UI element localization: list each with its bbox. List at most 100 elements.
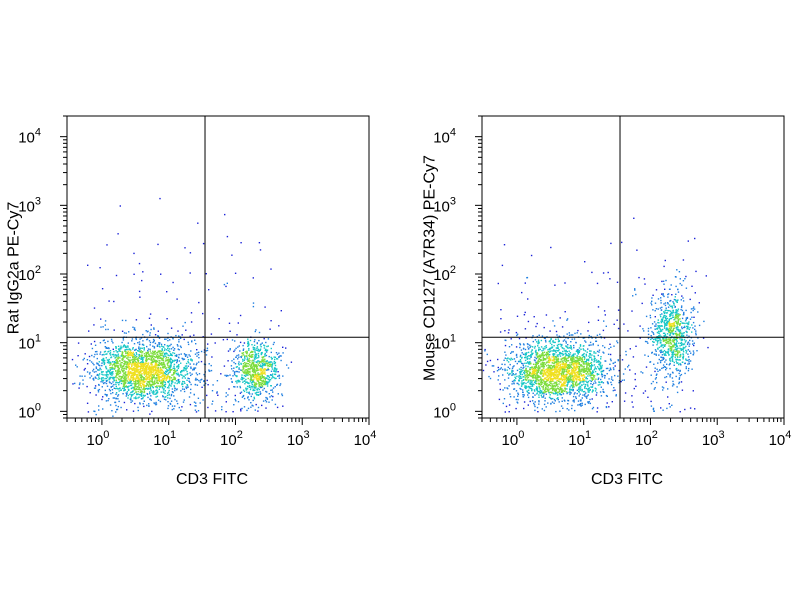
event-dot bbox=[548, 355, 550, 357]
event-dot bbox=[275, 369, 278, 371]
event-dot bbox=[576, 356, 578, 358]
event-dot bbox=[133, 377, 135, 379]
event-dot bbox=[569, 354, 571, 356]
event-dot bbox=[539, 391, 542, 394]
event-dot bbox=[123, 387, 125, 389]
event-dot bbox=[172, 337, 174, 339]
event-dot bbox=[249, 365, 252, 367]
event-dot bbox=[574, 361, 577, 364]
event-dot bbox=[254, 386, 256, 388]
event-dot bbox=[540, 391, 543, 393]
event-dot bbox=[593, 364, 596, 366]
event-dot bbox=[577, 363, 579, 365]
event-dot bbox=[119, 372, 122, 374]
event-dot bbox=[533, 381, 536, 384]
event-dot bbox=[121, 330, 124, 332]
event-dot bbox=[137, 371, 139, 373]
event-dot bbox=[254, 392, 257, 394]
event-dot bbox=[168, 368, 170, 370]
event-dot bbox=[120, 389, 122, 391]
event-dot bbox=[173, 377, 175, 379]
event-dot bbox=[135, 371, 137, 373]
event-dot bbox=[148, 355, 150, 358]
event-dot bbox=[143, 356, 145, 359]
event-dot bbox=[96, 362, 98, 364]
event-dot bbox=[609, 358, 612, 360]
event-dot bbox=[152, 345, 154, 347]
event-dot bbox=[115, 387, 117, 390]
event-dot bbox=[188, 378, 190, 380]
event-dot bbox=[267, 338, 270, 340]
event-dot bbox=[522, 383, 525, 385]
event-dot bbox=[564, 400, 566, 402]
event-dot bbox=[581, 390, 583, 392]
event-dot bbox=[144, 394, 146, 397]
event-dot bbox=[204, 382, 207, 385]
event-dot bbox=[242, 354, 245, 356]
event-dot bbox=[534, 363, 537, 366]
event-dot bbox=[152, 383, 154, 385]
event-dot bbox=[593, 369, 595, 371]
event-dot bbox=[104, 382, 106, 384]
event-dot bbox=[566, 346, 569, 348]
event-dot bbox=[198, 301, 200, 304]
event-dot bbox=[264, 349, 266, 352]
event-dot bbox=[242, 360, 244, 362]
event-dot bbox=[565, 350, 567, 353]
event-dot bbox=[115, 383, 117, 386]
event-dot bbox=[120, 378, 122, 380]
event-dot bbox=[556, 392, 558, 394]
event-dot bbox=[120, 369, 123, 371]
event-dot bbox=[549, 358, 551, 360]
event-dot bbox=[94, 385, 97, 387]
event-dot bbox=[139, 296, 141, 298]
event-dot bbox=[547, 367, 549, 369]
event-dot bbox=[117, 371, 119, 373]
event-dot bbox=[134, 354, 136, 357]
event-dot bbox=[282, 375, 284, 377]
event-dot bbox=[123, 380, 126, 382]
event-dot bbox=[596, 350, 599, 353]
event-dot bbox=[557, 355, 559, 357]
event-dot bbox=[143, 395, 146, 397]
event-dot bbox=[591, 363, 593, 366]
event-dot bbox=[549, 377, 551, 379]
event-dot bbox=[511, 372, 513, 374]
event-dot bbox=[251, 366, 253, 368]
event-dot bbox=[141, 379, 143, 381]
event-dot bbox=[546, 353, 548, 355]
event-dot bbox=[536, 382, 538, 385]
event-dot bbox=[552, 397, 554, 400]
event-dot bbox=[158, 380, 161, 382]
event-dot bbox=[102, 371, 104, 373]
event-dot bbox=[116, 377, 118, 379]
event-dot bbox=[513, 388, 515, 390]
event-dot bbox=[189, 252, 192, 254]
event-dot bbox=[106, 361, 109, 364]
event-dot bbox=[543, 385, 545, 387]
event-dot bbox=[540, 365, 542, 367]
event-dot bbox=[126, 393, 128, 396]
event-dot bbox=[247, 338, 249, 340]
event-dot bbox=[181, 406, 183, 408]
event-dot bbox=[157, 364, 160, 367]
event-dot bbox=[102, 358, 105, 360]
event-dot bbox=[556, 383, 558, 386]
event-dot bbox=[602, 351, 604, 353]
event-dot bbox=[245, 366, 247, 368]
event-dot bbox=[171, 380, 173, 382]
event-dot bbox=[525, 362, 528, 364]
event-dot bbox=[104, 324, 106, 326]
event-dot bbox=[259, 249, 262, 251]
event-dot bbox=[513, 379, 516, 381]
event-dot bbox=[113, 364, 116, 366]
event-dot bbox=[252, 346, 254, 348]
event-dot bbox=[108, 358, 110, 361]
event-dot bbox=[564, 364, 566, 366]
event-dot bbox=[526, 379, 528, 381]
event-dot bbox=[140, 350, 142, 352]
event-dot bbox=[567, 364, 570, 366]
event-dot bbox=[562, 362, 564, 365]
event-dot bbox=[579, 357, 581, 360]
event-dot bbox=[137, 406, 139, 409]
